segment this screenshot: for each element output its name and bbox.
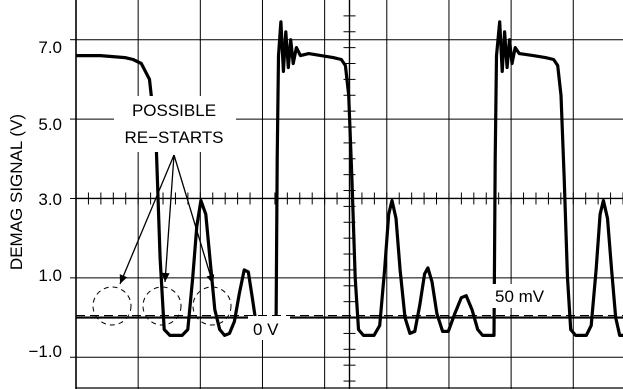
restart-arrow bbox=[119, 154, 175, 285]
reference-lines bbox=[76, 314, 623, 319]
restart-circle bbox=[142, 286, 182, 326]
threshold-label: 50 mV bbox=[495, 287, 545, 306]
y-tick-labels: 7.0 5.0 3.0 1.0 −1.0 bbox=[28, 38, 62, 361]
y-axis-label: DEMAG SIGNAL (V) bbox=[7, 114, 26, 270]
demag-signal-trace bbox=[76, 20, 623, 337]
restart-arrow bbox=[164, 154, 175, 283]
possible-restarts-label-line2: RE−STARTS bbox=[124, 128, 223, 147]
restart-circle bbox=[192, 286, 232, 326]
threshold-label-background bbox=[490, 284, 566, 308]
restart-arrowhead bbox=[161, 272, 170, 282]
y-tick-label: 3.0 bbox=[38, 190, 62, 209]
y-tick-label: 7.0 bbox=[38, 38, 62, 57]
y-tick-label: 1.0 bbox=[38, 266, 62, 285]
y-tick-label: 5.0 bbox=[38, 115, 62, 134]
trace-layer bbox=[76, 20, 623, 337]
grid bbox=[70, 0, 623, 389]
restart-arrowhead bbox=[206, 274, 215, 284]
annotation-background bbox=[114, 96, 236, 152]
restart-circle bbox=[92, 286, 132, 326]
restart-markers bbox=[92, 154, 232, 326]
restart-arrow bbox=[173, 154, 214, 285]
restart-arrowhead bbox=[119, 274, 128, 284]
y-tick-label: −1.0 bbox=[28, 342, 62, 361]
possible-restarts-label-line1: POSSIBLE bbox=[132, 101, 216, 120]
zero-volt-label: 0 V bbox=[253, 320, 279, 339]
zero-volt-label-background bbox=[248, 316, 290, 340]
